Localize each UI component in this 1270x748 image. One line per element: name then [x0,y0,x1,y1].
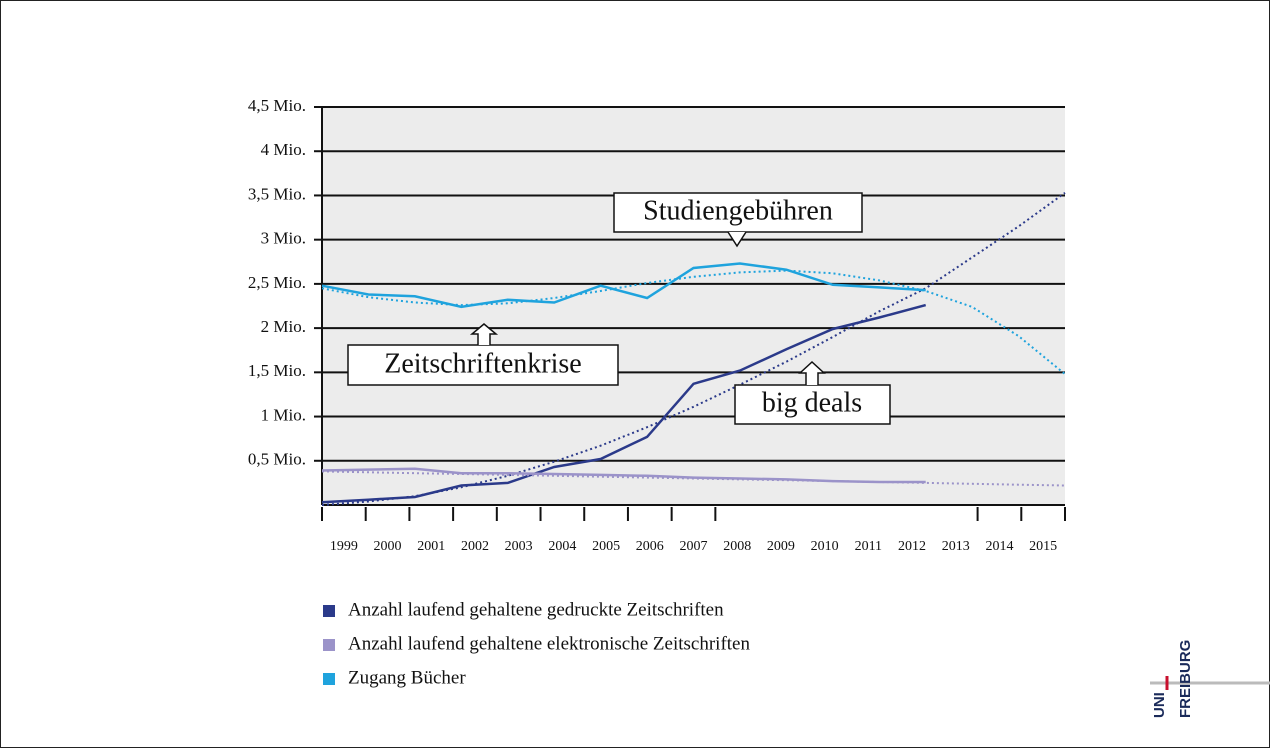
logo-text: UNI [1151,692,1168,718]
series-line [321,303,927,504]
x-tick-label: 2005 [592,539,620,554]
y-tick-label: 3 Mio. [261,229,306,248]
logo: UNI FREIBURG [1150,640,1270,718]
annotations: Studiengebühren Zeitschriftenkrise big d… [347,192,891,425]
x-tick-label: 2000 [374,539,402,554]
grid: 0,5 Mio. 1 Mio. 1,5 Mio. 2 Mio. 2,5 Mio. 3 Mi… [248,96,1066,554]
annotation-box [347,344,619,386]
trend-line [321,191,1066,506]
legend-label: Zugang Bücher [348,667,466,688]
y-tick-label: 0,5 Mio. [248,450,306,469]
annotation-arrow [798,360,826,385]
y-tick-label: 3,5 Mio. [248,184,306,203]
x-tick-label: 2015 [1029,539,1057,554]
annotation: big deals [762,387,862,418]
y-tick-label: 2 Mio. [261,317,306,336]
x-tick-label: 2009 [767,539,795,554]
y-tick-label: 4,5 Mio. [248,96,306,115]
annotation-arrow [727,231,747,248]
legend-label: Anzahl laufend gehaltene elektronische Z… [348,633,750,654]
annotation-box [613,192,863,233]
plot-area [322,107,1065,505]
legend-swatch [323,673,335,685]
y-tick-label: 4 Mio. [261,140,306,159]
x-tick-label: 2007 [680,539,708,554]
series-line [321,467,926,484]
legend-swatch [323,605,335,617]
x-tick-label: 2011 [855,539,882,554]
logo-text: FREIBURG [1177,640,1194,718]
x-tick-label: 2006 [636,539,664,554]
x-tick-label: 2001 [417,539,445,554]
x-tick-label: 1999 [330,539,358,554]
annotation: Zeitschriftenkrise [384,348,581,379]
annotation-box [734,384,891,425]
x-tick-label: 2014 [985,539,1013,554]
annotation-arrow [469,323,499,345]
legend-label: Anzahl laufend gehaltene gedruckte Zeits… [348,599,724,620]
y-tick-label: 1,5 Mio. [248,361,306,380]
x-tick-label: 2008 [723,539,751,554]
x-tick-label: 2010 [811,539,839,554]
y-tick-label: 2,5 Mio. [248,273,306,292]
x-tick-label: 2012 [898,539,926,554]
x-tick-label: 2003 [505,539,533,554]
marks: Anzahl laufend gehaltene gedruckte Zeits… [321,191,1066,688]
annotation: Studiengebühren [643,195,833,226]
x-tick-label: 2004 [548,539,576,554]
x-tick-label: 2013 [942,539,970,554]
series-line [321,262,926,309]
legend-swatch [323,639,335,651]
y-tick-label: 1 Mio. [261,405,306,424]
x-tick-label: 2002 [461,539,489,554]
